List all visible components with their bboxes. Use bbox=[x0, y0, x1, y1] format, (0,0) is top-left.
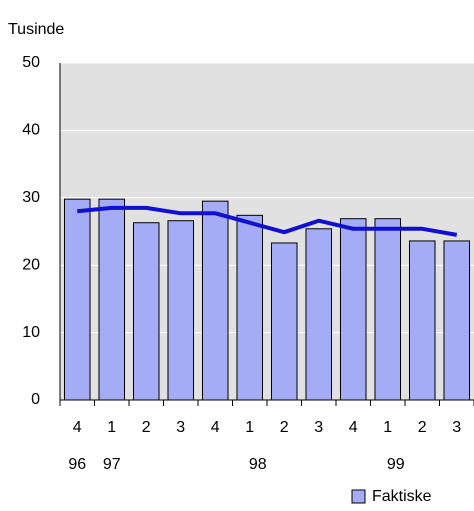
x-tick-label: 4 bbox=[73, 419, 82, 436]
x-tick-label: 1 bbox=[107, 419, 116, 436]
y-tick-label: 10 bbox=[22, 324, 40, 341]
bar bbox=[63, 198, 91, 401]
year-label: 99 bbox=[387, 456, 405, 473]
bar bbox=[270, 242, 298, 401]
bar bbox=[132, 222, 160, 401]
line bbox=[77, 205, 458, 237]
x-tick-label: 2 bbox=[418, 419, 427, 436]
legend-label: Faktiske bbox=[372, 488, 432, 505]
x-tick-label: 4 bbox=[211, 419, 220, 436]
y-tick-label: 0 bbox=[31, 391, 40, 408]
x-tick-label: 3 bbox=[452, 419, 461, 436]
bar bbox=[408, 240, 436, 401]
bar bbox=[443, 240, 471, 401]
x-tick-label: 1 bbox=[245, 419, 254, 436]
x-tick-label: 3 bbox=[314, 419, 323, 436]
bar bbox=[236, 214, 264, 401]
bar bbox=[98, 198, 126, 401]
legend-swatch bbox=[351, 489, 366, 504]
bar bbox=[167, 220, 195, 401]
year-label: 97 bbox=[103, 456, 121, 473]
x-tick-label: 1 bbox=[383, 419, 392, 436]
y-tick-label: 50 bbox=[22, 54, 40, 71]
y-tick-label: 40 bbox=[22, 122, 40, 139]
bar bbox=[305, 228, 333, 401]
year-label: 96 bbox=[68, 456, 86, 473]
bar bbox=[339, 218, 367, 401]
y-tick-label: 30 bbox=[22, 189, 40, 206]
x-tick-label: 2 bbox=[280, 419, 289, 436]
x-tick-label: 4 bbox=[349, 419, 358, 436]
x-tick-label: 3 bbox=[176, 419, 185, 436]
year-label: 98 bbox=[249, 456, 267, 473]
y-axis-label: Tusinde bbox=[8, 21, 64, 38]
bar bbox=[374, 218, 402, 401]
bar bbox=[201, 200, 229, 401]
x-tick-label: 2 bbox=[142, 419, 151, 436]
y-tick-label: 20 bbox=[22, 256, 40, 273]
plot-area bbox=[60, 63, 474, 400]
